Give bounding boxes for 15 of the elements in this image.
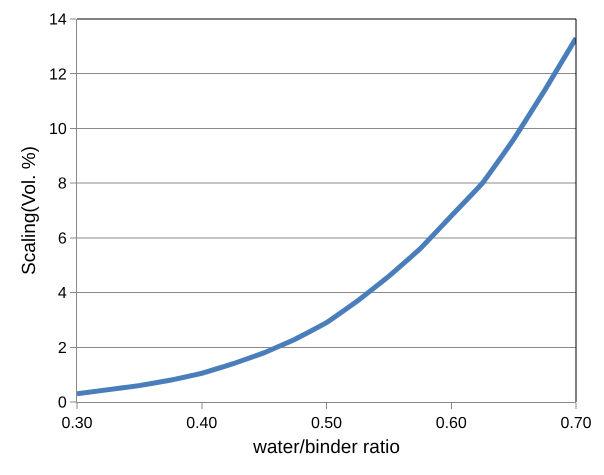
y-tick-label: 2 [58, 340, 67, 357]
x-axis-title: water/binder ratio [252, 437, 400, 458]
x-tick-label: 0.70 [560, 415, 592, 432]
x-tick-label: 0.40 [186, 415, 218, 432]
y-tick-label: 8 [58, 176, 67, 193]
y-tick-label: 12 [49, 66, 67, 84]
y-tick-label: 6 [58, 230, 67, 248]
y-tick-label: 0 [58, 394, 67, 412]
y-axis-title: Scaling(Vol. %) [18, 146, 40, 275]
x-tick-label: 0.30 [61, 415, 93, 432]
y-tick-label: 4 [58, 285, 67, 302]
x-tick-label: 0.60 [436, 415, 467, 432]
y-tick-label: 10 [49, 121, 67, 138]
x-tick-label: 0.50 [310, 415, 342, 432]
y-tick-label: 14 [49, 12, 67, 29]
